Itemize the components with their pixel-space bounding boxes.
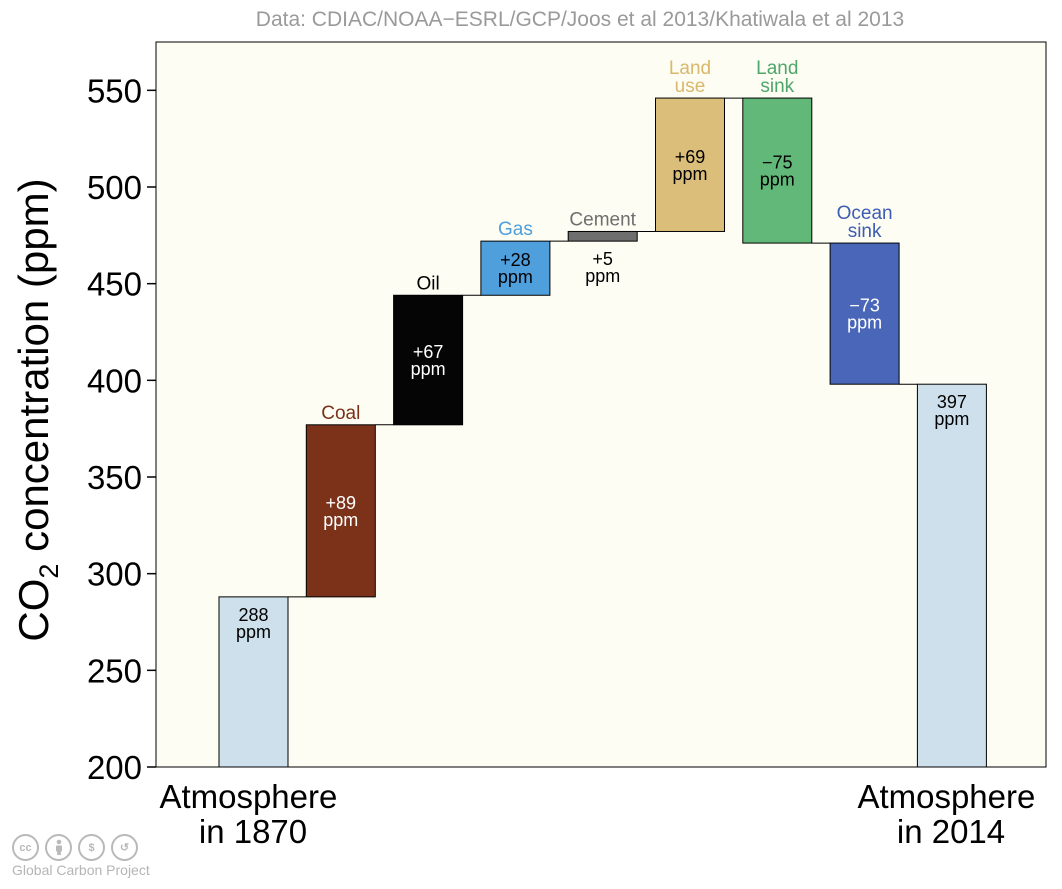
bar-value-coal: ppm bbox=[323, 510, 358, 530]
bar-value-oil: +67 bbox=[413, 342, 444, 362]
bar-header-land-use: use bbox=[675, 76, 706, 97]
y-tick-label: 400 bbox=[87, 362, 142, 399]
bar-value-gas: ppm bbox=[498, 267, 533, 287]
y-tick-label: 500 bbox=[87, 169, 142, 206]
bar-ocean-sink bbox=[829, 242, 900, 385]
plot-area bbox=[155, 41, 1047, 768]
y-tick-label: 250 bbox=[87, 652, 142, 689]
noncommercial-icon: $ bbox=[78, 834, 105, 861]
bar-value-land-sink: ppm bbox=[760, 170, 795, 190]
bar-header-oil: Oil bbox=[416, 273, 439, 294]
bar-header-gas: Gas bbox=[498, 219, 533, 240]
y-tick-label: 300 bbox=[87, 556, 142, 593]
bar-coal bbox=[305, 424, 376, 598]
bar-atmosphere-2014 bbox=[916, 383, 987, 768]
chart-subtitle: Data: CDIAC/NOAA−ESRL/GCP/Joos et al 201… bbox=[256, 8, 904, 31]
bar-gas bbox=[480, 240, 551, 296]
license-footer: cc $ ↺ Global Carbon Project bbox=[12, 834, 150, 878]
bar-value-atmosphere-1870: 288 bbox=[238, 605, 268, 625]
attribution-icon bbox=[45, 834, 72, 861]
y-tick-label: 550 bbox=[87, 72, 142, 109]
y-axis-label: CO2 concentration (ppm) bbox=[10, 178, 64, 641]
x-label-left-line2: in 1870 bbox=[199, 813, 307, 850]
y-tick-label: 200 bbox=[87, 749, 142, 786]
bar-value-cement: ppm bbox=[585, 266, 620, 286]
cc-icon: cc bbox=[12, 834, 39, 861]
bar-value-atmosphere-1870: ppm bbox=[236, 622, 271, 642]
bar-value-cement: +5 bbox=[592, 249, 613, 269]
bar-value-oil: ppm bbox=[411, 359, 446, 379]
y-tick-label: 350 bbox=[87, 459, 142, 496]
bar-value-land-use: ppm bbox=[672, 164, 707, 184]
bar-value-gas: +28 bbox=[500, 250, 531, 270]
bar-value-land-use: +69 bbox=[675, 147, 706, 167]
bar-value-ocean-sink: −73 bbox=[849, 296, 880, 316]
x-label-left-line1: Atmosphere bbox=[159, 778, 337, 815]
bar-value-coal: +89 bbox=[326, 493, 357, 513]
bar-land-sink bbox=[742, 97, 813, 244]
x-label-right-line1: Atmosphere bbox=[857, 778, 1035, 815]
bar-header-coal: Coal bbox=[321, 403, 360, 424]
bar-header-land-sink: sink bbox=[760, 76, 794, 97]
x-label-right-line2: in 2014 bbox=[897, 813, 1005, 850]
credit-label: Global Carbon Project bbox=[12, 862, 150, 878]
bar-value-atmosphere-2014: 397 bbox=[937, 392, 967, 412]
sharealike-icon: ↺ bbox=[111, 834, 138, 861]
x-label-right: Atmosphere in 2014 bbox=[857, 778, 1044, 850]
bar-header-ocean-sink: sink bbox=[848, 221, 882, 242]
y-axis-label-rest: concentration (ppm) bbox=[10, 178, 57, 563]
bar-header-ocean-sink: Ocean bbox=[837, 203, 893, 224]
bar-value-ocean-sink: ppm bbox=[847, 313, 882, 333]
bar-value-atmosphere-2014: ppm bbox=[934, 409, 969, 429]
bar-atmosphere-1870 bbox=[218, 596, 289, 768]
x-label-left: Atmosphere in 1870 bbox=[159, 778, 346, 850]
y-tick-label: 450 bbox=[87, 266, 142, 303]
license-icons: cc $ ↺ bbox=[12, 834, 150, 861]
bar-cement bbox=[567, 230, 638, 242]
bar-land-use bbox=[655, 97, 725, 232]
bar-header-land-use: Land bbox=[669, 58, 711, 79]
bar-value-land-sink: −75 bbox=[762, 153, 793, 173]
bar-header-land-sink: Land bbox=[756, 58, 798, 79]
bar-header-cement: Cement bbox=[569, 209, 636, 230]
y-axis-label-subscript: 2 bbox=[34, 564, 64, 579]
bar-oil bbox=[393, 294, 464, 426]
y-axis-label-main: CO bbox=[10, 579, 57, 642]
